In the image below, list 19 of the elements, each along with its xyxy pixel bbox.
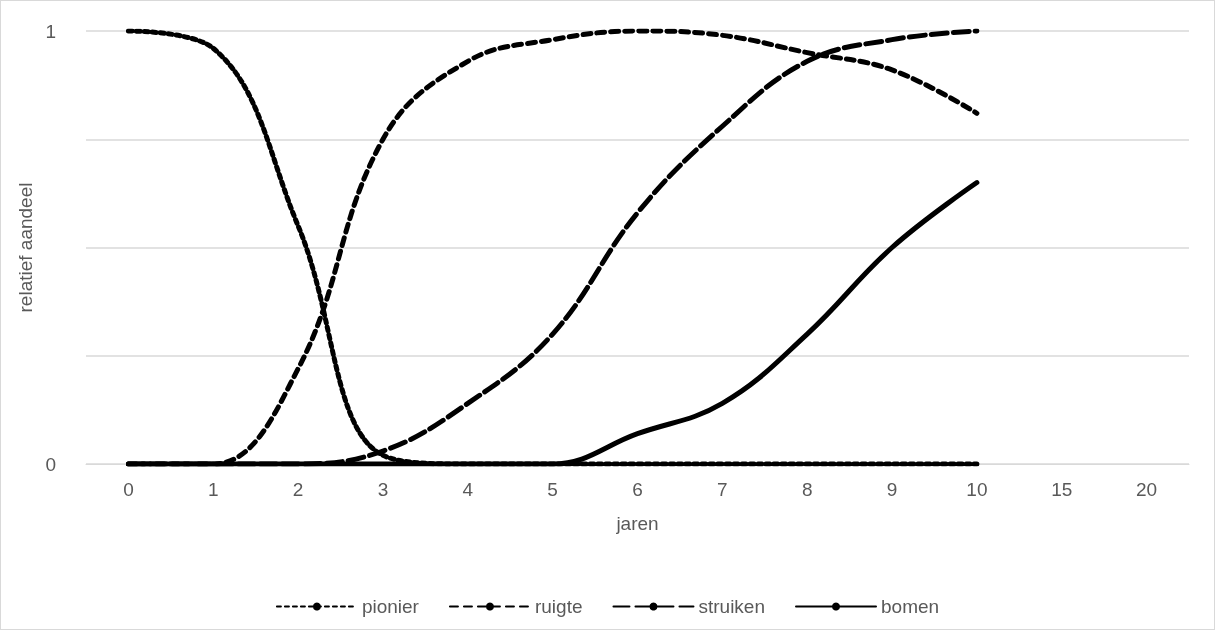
x-tick-label: 7: [717, 479, 728, 500]
y-axis-title: relatief aandeel: [14, 182, 36, 313]
x-tick-label: 10: [966, 479, 988, 500]
x-tick-label: 20: [1136, 479, 1158, 500]
legend-label: pionier: [361, 596, 420, 617]
x-tick-label: 5: [547, 479, 558, 500]
x-tick-label: 0: [123, 479, 134, 500]
x-tick-label: 15: [1051, 479, 1073, 500]
x-tick-label: 6: [632, 479, 643, 500]
x-tick-label: 8: [801, 479, 813, 500]
x-tick-label: 4: [462, 479, 474, 500]
legend-label: ruigte: [534, 596, 583, 617]
x-axis-title: jaren: [615, 513, 659, 534]
x-tick-label: 3: [377, 479, 389, 500]
x-tick-label: 2: [292, 479, 304, 500]
legend-label: bomen: [881, 596, 940, 617]
legend-label: struiken: [698, 596, 765, 617]
x-tick-label: 1: [207, 479, 219, 500]
x-tick-label: 9: [886, 479, 898, 500]
